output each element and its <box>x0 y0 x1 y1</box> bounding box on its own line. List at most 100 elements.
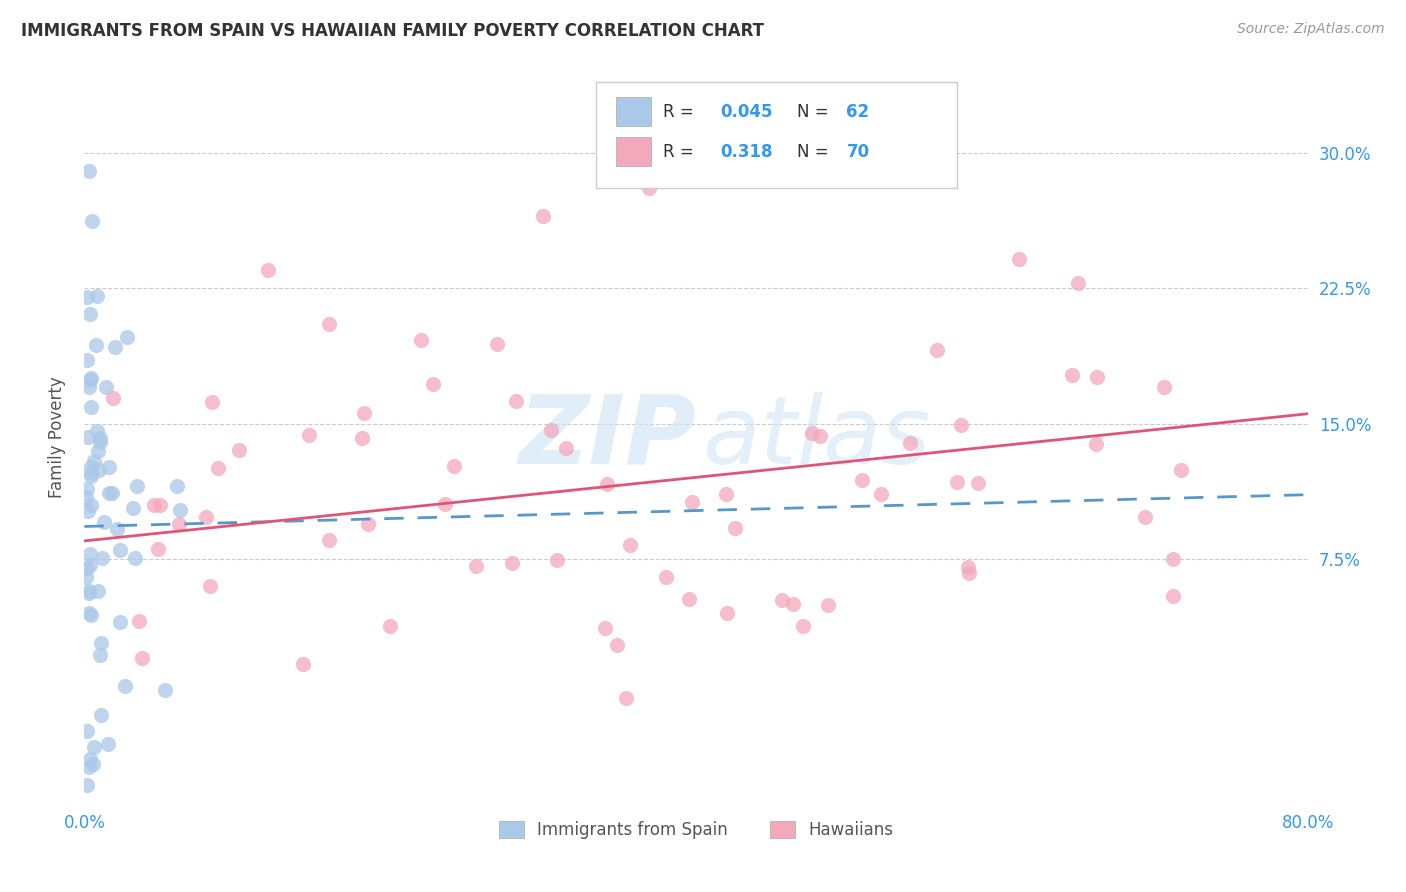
Bar <box>616 137 651 167</box>
Point <box>89 431 111 445</box>
Point <box>76 723 98 738</box>
Point <box>87 583 110 598</box>
Point <box>77 430 100 444</box>
Point <box>1067 276 1090 290</box>
Point <box>76 561 98 575</box>
Point <box>898 435 921 450</box>
Point <box>108 543 131 558</box>
Point <box>153 683 176 698</box>
Point <box>77 380 100 394</box>
Point <box>87 463 110 477</box>
Point <box>80 469 103 483</box>
Point <box>148 542 170 557</box>
Text: atlas: atlas <box>702 392 931 483</box>
Point <box>318 533 340 547</box>
Point <box>464 559 486 574</box>
Point <box>77 606 100 620</box>
Point <box>593 621 616 635</box>
Point <box>79 558 101 573</box>
Point <box>90 550 112 565</box>
Point <box>124 550 146 565</box>
Point <box>83 739 105 754</box>
Point <box>77 163 100 178</box>
Point <box>714 486 737 500</box>
FancyBboxPatch shape <box>596 82 956 188</box>
Point <box>194 509 217 524</box>
Point <box>678 591 700 606</box>
Text: 0.045: 0.045 <box>720 103 773 120</box>
Point <box>637 181 659 195</box>
Point <box>114 679 136 693</box>
Point <box>352 431 374 445</box>
Point <box>1153 380 1175 394</box>
Point <box>90 636 112 650</box>
Point <box>104 340 127 354</box>
Point <box>808 428 831 442</box>
Point <box>76 482 98 496</box>
Point <box>77 760 100 774</box>
Point <box>792 619 814 633</box>
Text: 62: 62 <box>846 103 869 120</box>
Point <box>298 427 321 442</box>
Point <box>169 503 191 517</box>
Point <box>96 738 118 752</box>
Point <box>86 443 108 458</box>
Point <box>716 606 738 620</box>
Text: R =: R = <box>664 143 699 161</box>
Point <box>142 499 165 513</box>
Point <box>82 756 104 771</box>
Point <box>89 648 111 663</box>
Text: ZIP: ZIP <box>517 391 696 483</box>
Point <box>79 751 101 765</box>
Point <box>434 497 457 511</box>
Point <box>257 263 280 277</box>
Point <box>486 337 509 351</box>
Point <box>105 522 128 536</box>
Point <box>128 614 150 628</box>
Point <box>555 441 578 455</box>
Point <box>110 615 132 630</box>
Point <box>606 638 628 652</box>
Point <box>115 329 138 343</box>
Point <box>100 486 122 500</box>
Point <box>292 657 315 671</box>
Point <box>75 490 97 504</box>
Point <box>76 504 98 518</box>
Legend: Immigrants from Spain, Hawaiians: Immigrants from Spain, Hawaiians <box>492 814 900 846</box>
Point <box>93 515 115 529</box>
Point <box>950 417 973 432</box>
Text: N =: N = <box>797 143 834 161</box>
Point <box>207 461 229 475</box>
Point <box>505 394 527 409</box>
Text: R =: R = <box>664 103 699 120</box>
Point <box>1084 437 1107 451</box>
Point <box>851 473 873 487</box>
Point <box>443 459 465 474</box>
Point <box>83 454 105 468</box>
Point <box>166 479 188 493</box>
Point <box>79 307 101 321</box>
Point <box>77 585 100 599</box>
Point <box>817 598 839 612</box>
Bar <box>616 97 651 126</box>
Point <box>80 460 103 475</box>
Point <box>422 376 444 391</box>
Point <box>1163 589 1185 603</box>
Point <box>228 443 250 458</box>
Point <box>870 487 893 501</box>
Point <box>353 407 375 421</box>
Point <box>380 619 402 633</box>
Point <box>531 209 554 223</box>
Point <box>90 707 112 722</box>
Point <box>79 548 101 562</box>
Point <box>79 373 101 387</box>
Point <box>89 435 111 450</box>
Text: Source: ZipAtlas.com: Source: ZipAtlas.com <box>1237 22 1385 37</box>
Point <box>200 579 222 593</box>
Point <box>80 401 103 415</box>
Point <box>782 597 804 611</box>
Point <box>925 343 948 357</box>
Point <box>409 334 432 348</box>
Point <box>201 395 224 409</box>
Point <box>131 650 153 665</box>
